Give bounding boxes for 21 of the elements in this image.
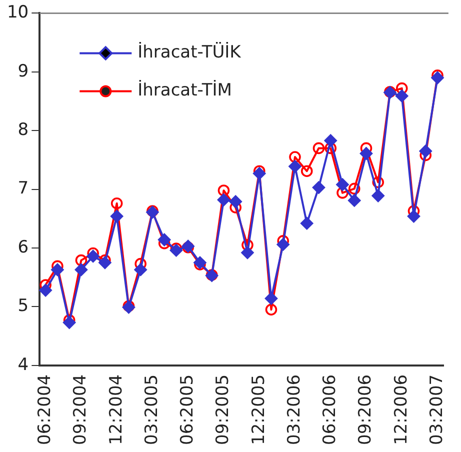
y-tick-label: 9: [18, 61, 29, 82]
x-tick-label: 06:2004: [34, 374, 55, 445]
x-tick-label: 12:2004: [106, 374, 126, 445]
y-tick-label: 5: [18, 296, 29, 316]
x-tick-label: 12:2006: [391, 374, 412, 445]
x-tick-label: 03:2007: [426, 374, 447, 445]
x-tick-label: 09:2005: [213, 374, 234, 445]
x-tick-label: 09:2006: [356, 374, 376, 445]
x-tick-label: 06:2005: [178, 374, 198, 445]
x-tick-label: 12:2005: [248, 374, 269, 445]
x-tick-label: 06:2006: [320, 374, 340, 445]
y-tick-label: 4: [18, 354, 29, 375]
x-tick-label: 03:2006: [284, 374, 304, 445]
legend-label: İhracat-TÜİK: [138, 42, 242, 63]
y-tick-label: 10: [6, 2, 29, 23]
y-tick-label: 8: [18, 120, 29, 140]
x-tick-label: 09:2004: [70, 374, 91, 445]
y-tick-label: 6: [18, 237, 29, 258]
legend-label: İhracat-TİM: [138, 80, 232, 101]
y-tick-label: 7: [18, 178, 29, 199]
x-tick-label: 03:2005: [142, 374, 162, 445]
